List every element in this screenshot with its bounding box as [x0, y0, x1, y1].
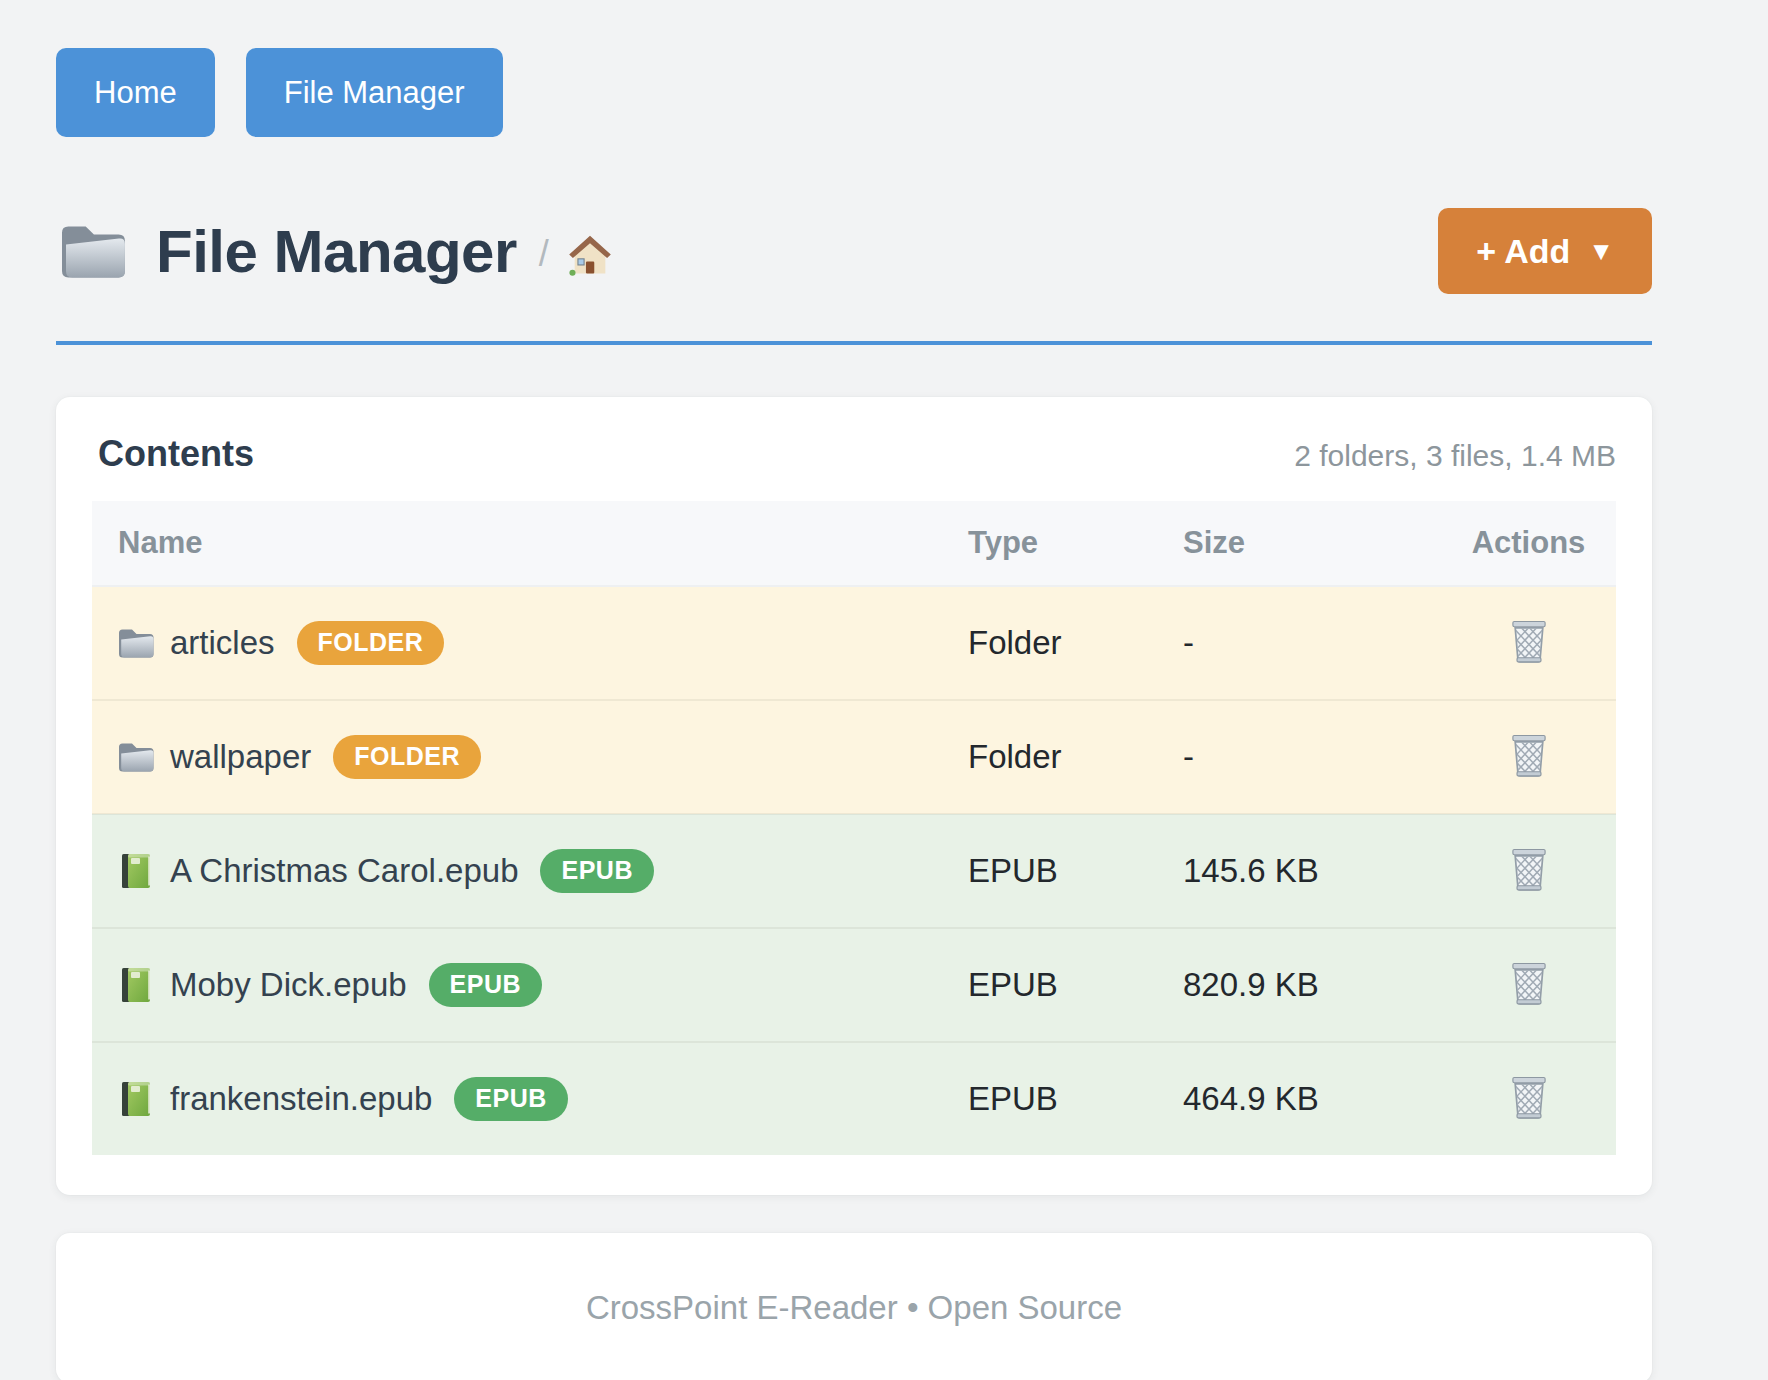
book-icon	[116, 1080, 156, 1118]
file-size: 145.6 KB	[1183, 814, 1441, 928]
file-name-cell: Moby Dick.epub EPUB	[92, 928, 968, 1042]
type-badge: EPUB	[540, 849, 653, 893]
file-type: EPUB	[968, 1042, 1183, 1155]
file-name[interactable]: frankenstein.epub	[170, 1080, 432, 1118]
header-divider	[56, 341, 1652, 345]
folder-icon	[56, 220, 130, 282]
folder-icon	[116, 624, 156, 662]
page-header: File Manager / + Add ▼	[56, 203, 1652, 299]
top-nav: Home File Manager	[56, 48, 1652, 137]
trash-icon	[1508, 960, 1550, 1006]
caret-down-icon: ▼	[1588, 238, 1614, 264]
file-name-cell: frankenstein.epub EPUB	[92, 1042, 968, 1155]
add-button[interactable]: + Add ▼	[1438, 208, 1652, 294]
card-title: Contents	[98, 433, 254, 475]
delete-button[interactable]	[1504, 1070, 1554, 1127]
file-entry: A Christmas Carol.epub EPUB	[92, 849, 968, 893]
file-entry: Moby Dick.epub EPUB	[92, 963, 968, 1007]
file-name-cell: A Christmas Carol.epub EPUB	[92, 814, 968, 928]
delete-button[interactable]	[1504, 842, 1554, 899]
files-table: NameTypeSizeActions articles FOLDER Folder…	[92, 501, 1616, 1155]
house-icon[interactable]	[567, 234, 613, 276]
column-header-name: Name	[92, 501, 968, 586]
column-header-size: Size	[1183, 501, 1441, 586]
trash-icon	[1508, 618, 1550, 664]
type-badge: EPUB	[454, 1077, 567, 1121]
table-header-row: NameTypeSizeActions	[92, 501, 1616, 586]
delete-button[interactable]	[1504, 728, 1554, 785]
file-type: Folder	[968, 700, 1183, 814]
file-name-cell: wallpaper FOLDER	[92, 700, 968, 814]
footer-card: CrossPoint E-Reader • Open Source	[56, 1233, 1652, 1380]
delete-button[interactable]	[1504, 956, 1554, 1013]
actions-cell	[1441, 586, 1616, 700]
trash-icon	[1508, 732, 1550, 778]
file-name[interactable]: A Christmas Carol.epub	[170, 852, 518, 890]
page-title: File Manager	[156, 217, 517, 286]
table-row: Moby Dick.epubEPUBEPUB820.9 KB	[92, 928, 1616, 1042]
footer-text: CrossPoint E-Reader • Open Source	[586, 1289, 1122, 1327]
file-entry: wallpaper FOLDER	[92, 735, 968, 779]
file-name[interactable]: articles	[170, 624, 275, 662]
column-header-type: Type	[968, 501, 1183, 586]
file-size: -	[1183, 586, 1441, 700]
book-icon	[116, 966, 156, 1004]
type-badge: FOLDER	[297, 621, 445, 665]
file-type: EPUB	[968, 814, 1183, 928]
nav-file-manager-button[interactable]: File Manager	[246, 48, 503, 137]
actions-cell	[1441, 814, 1616, 928]
book-icon	[116, 852, 156, 890]
column-header-actions: Actions	[1441, 501, 1616, 586]
folder-icon	[116, 738, 156, 776]
card-head: Contents 2 folders, 3 files, 1.4 MB	[92, 429, 1616, 475]
nav-home-button[interactable]: Home	[56, 48, 215, 137]
breadcrumb-separator: /	[539, 233, 549, 275]
file-type: Folder	[968, 586, 1183, 700]
file-size: -	[1183, 700, 1441, 814]
file-type: EPUB	[968, 928, 1183, 1042]
file-entry: frankenstein.epub EPUB	[92, 1077, 968, 1121]
trash-icon	[1508, 1074, 1550, 1120]
actions-cell	[1441, 928, 1616, 1042]
contents-card: Contents 2 folders, 3 files, 1.4 MB Name…	[56, 397, 1652, 1195]
type-badge: FOLDER	[333, 735, 481, 779]
type-badge: EPUB	[429, 963, 542, 1007]
table-row: A Christmas Carol.epubEPUBEPUB145.6 KB	[92, 814, 1616, 928]
file-size: 820.9 KB	[1183, 928, 1441, 1042]
file-entry: articles FOLDER	[92, 621, 968, 665]
contents-summary: 2 folders, 3 files, 1.4 MB	[1294, 439, 1616, 473]
table-row: wallpaper FOLDER Folder-	[92, 700, 1616, 814]
add-button-label: + Add	[1476, 234, 1570, 268]
delete-button[interactable]	[1504, 614, 1554, 671]
table-row: frankenstein.epubEPUBEPUB464.9 KB	[92, 1042, 1616, 1155]
actions-cell	[1441, 1042, 1616, 1155]
file-size: 464.9 KB	[1183, 1042, 1441, 1155]
trash-icon	[1508, 846, 1550, 892]
file-name[interactable]: Moby Dick.epub	[170, 966, 407, 1004]
file-name-cell: articles FOLDER	[92, 586, 968, 700]
file-name[interactable]: wallpaper	[170, 738, 311, 776]
title-wrap: File Manager /	[56, 217, 613, 286]
actions-cell	[1441, 700, 1616, 814]
table-row: articles FOLDER Folder-	[92, 586, 1616, 700]
page: Home File Manager File Manager / + Add ▼…	[0, 0, 1768, 1380]
